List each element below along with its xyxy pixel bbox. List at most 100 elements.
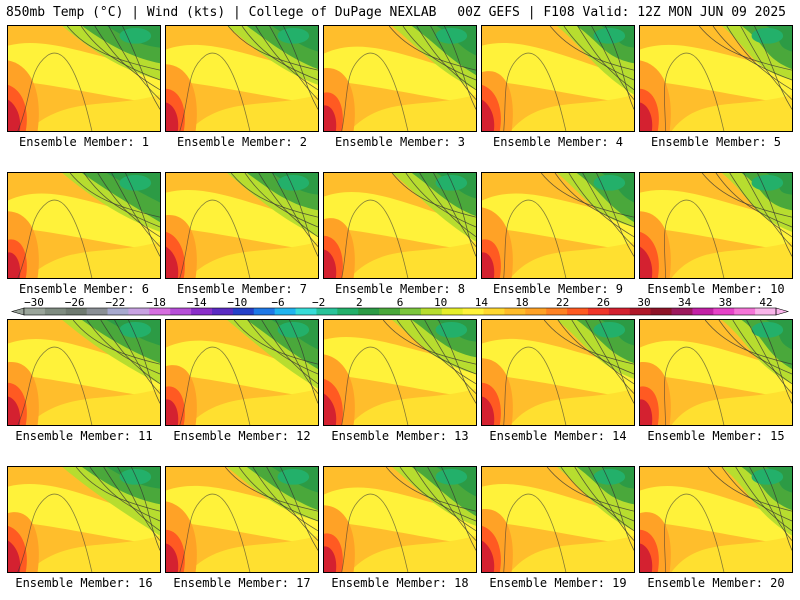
ensemble-map-panel xyxy=(7,319,161,426)
ensemble-member-label: Ensemble Member: 6 xyxy=(18,282,150,296)
ensemble-member-label: Ensemble Member: 9 xyxy=(492,282,624,296)
colorbar-segment xyxy=(128,308,150,315)
ensemble-map-panel xyxy=(7,172,161,279)
colorbar-segment xyxy=(692,308,714,315)
colorbar-tick-label: 18 xyxy=(515,296,528,309)
ensemble-member-label: Ensemble Member: 7 xyxy=(176,282,308,296)
colorbar-segment xyxy=(671,308,693,315)
ensemble-map-panel xyxy=(165,319,319,426)
header-valid-time: 00Z GEFS | F108 Valid: 12Z MON JUN 09 20… xyxy=(457,5,786,20)
ensemble-map-panel xyxy=(639,319,793,426)
colorbar-segment xyxy=(546,308,568,315)
colorbar-tick-label: 10 xyxy=(434,296,447,309)
ensemble-map-panel xyxy=(323,25,477,132)
colorbar-segment xyxy=(713,308,735,315)
colorbar-segment xyxy=(567,308,589,315)
colorbar-segment xyxy=(65,308,88,315)
ensemble-map-panel xyxy=(165,172,319,279)
colorbar-segment xyxy=(420,308,443,315)
ensemble-map-panel xyxy=(481,319,635,426)
colorbar-segment xyxy=(400,308,422,315)
colorbar-segment xyxy=(462,308,485,315)
colorbar-segment xyxy=(755,308,777,315)
colorbar-segment xyxy=(483,308,505,315)
colorbar-segment xyxy=(274,308,297,315)
ensemble-member-label: Ensemble Member: 10 xyxy=(647,282,785,296)
colorbar-tick-label: 14 xyxy=(475,296,489,309)
colorbar-tick-label: −2 xyxy=(312,296,325,309)
colorbar-tick-label: −26 xyxy=(65,296,85,309)
colorbar-segment xyxy=(86,308,109,315)
ensemble-member-label: Ensemble Member: 20 xyxy=(647,576,785,590)
ensemble-member-label: Ensemble Member: 3 xyxy=(334,135,466,149)
colorbar-segment xyxy=(441,308,464,315)
colorbar-segment xyxy=(525,308,547,315)
temperature-colorbar: −30 −26 −22 −18 −14 −10 −6 −2 2 6 10 14 18 22 26 30 34 38… xyxy=(0,296,800,318)
ensemble-map-panel xyxy=(323,319,477,426)
ensemble-map-panel xyxy=(323,172,477,279)
ensemble-member-label: Ensemble Member: 15 xyxy=(647,429,785,443)
ensemble-map-panel xyxy=(639,25,793,132)
colorbar-segment xyxy=(337,308,359,315)
ensemble-map-panel xyxy=(165,25,319,132)
header-title: 850mb Temp (°C) | Wind (kts) | College o… xyxy=(6,5,437,20)
ensemble-map-panel xyxy=(323,466,477,573)
ensemble-member-label: Ensemble Member: 14 xyxy=(489,429,627,443)
colorbar-tick-label: 6 xyxy=(397,296,404,309)
ensemble-member-label: Ensemble Member: 16 xyxy=(15,576,153,590)
colorbar-right-arrow xyxy=(775,307,790,316)
colorbar-segment xyxy=(107,308,129,315)
ensemble-map-panel xyxy=(639,172,793,279)
colorbar-segment xyxy=(149,308,171,315)
colorbar-tick-label: 30 xyxy=(637,296,650,309)
colorbar-segment xyxy=(24,308,46,315)
colorbar-tick-label: −30 xyxy=(24,296,44,309)
ensemble-member-label: Ensemble Member: 13 xyxy=(331,429,469,443)
colorbar-segment xyxy=(358,308,380,315)
ensemble-member-label: Ensemble Member: 11 xyxy=(15,429,153,443)
colorbar-segment xyxy=(608,308,631,315)
colorbar-tick-label: 26 xyxy=(597,296,610,309)
ensemble-member-label: Ensemble Member: 1 xyxy=(18,135,150,149)
colorbar-segment xyxy=(253,308,276,315)
ensemble-map-panel xyxy=(481,466,635,573)
ensemble-member-label: Ensemble Member: 5 xyxy=(650,135,782,149)
ensemble-member-label: Ensemble Member: 17 xyxy=(173,576,311,590)
ensemble-map-panel xyxy=(481,25,635,132)
colorbar-segment xyxy=(316,308,338,315)
colorbar-segment xyxy=(379,308,401,315)
colorbar-tick-label: 2 xyxy=(356,296,363,309)
colorbar-tick-label: −22 xyxy=(105,296,125,309)
ensemble-map-panel xyxy=(7,25,161,132)
colorbar-segment xyxy=(191,308,213,315)
ensemble-map-panel xyxy=(639,466,793,573)
colorbar-segment xyxy=(629,308,652,315)
colorbar-tick-label: −10 xyxy=(227,296,247,309)
colorbar-tick-label: 38 xyxy=(719,296,732,309)
colorbar-tick-label: 42 xyxy=(759,296,772,309)
ensemble-map-panel xyxy=(481,172,635,279)
colorbar-segment xyxy=(504,308,526,315)
colorbar-tick-label: −6 xyxy=(271,296,284,309)
colorbar-segment xyxy=(295,308,317,315)
colorbar-segment xyxy=(650,308,673,315)
colorbar-tick-label: 34 xyxy=(678,296,692,309)
colorbar-segment xyxy=(232,308,255,315)
colorbar-tick-label: −18 xyxy=(146,296,166,309)
colorbar-tick-label: 22 xyxy=(556,296,569,309)
ensemble-member-label: Ensemble Member: 12 xyxy=(173,429,311,443)
colorbar-segment xyxy=(734,308,756,315)
ensemble-member-label: Ensemble Member: 2 xyxy=(176,135,308,149)
ensemble-member-label: Ensemble Member: 4 xyxy=(492,135,624,149)
colorbar-left-arrow xyxy=(10,307,25,316)
colorbar-segment xyxy=(212,308,234,315)
ensemble-member-label: Ensemble Member: 18 xyxy=(331,576,469,590)
ensemble-member-label: Ensemble Member: 19 xyxy=(489,576,627,590)
ensemble-member-label: Ensemble Member: 8 xyxy=(334,282,466,296)
ensemble-map-panel xyxy=(7,466,161,573)
colorbar-segment xyxy=(170,308,192,315)
colorbar-segment xyxy=(44,308,67,315)
colorbar-tick-label: −14 xyxy=(187,296,207,309)
ensemble-map-panel xyxy=(165,466,319,573)
colorbar-segment xyxy=(588,308,610,315)
